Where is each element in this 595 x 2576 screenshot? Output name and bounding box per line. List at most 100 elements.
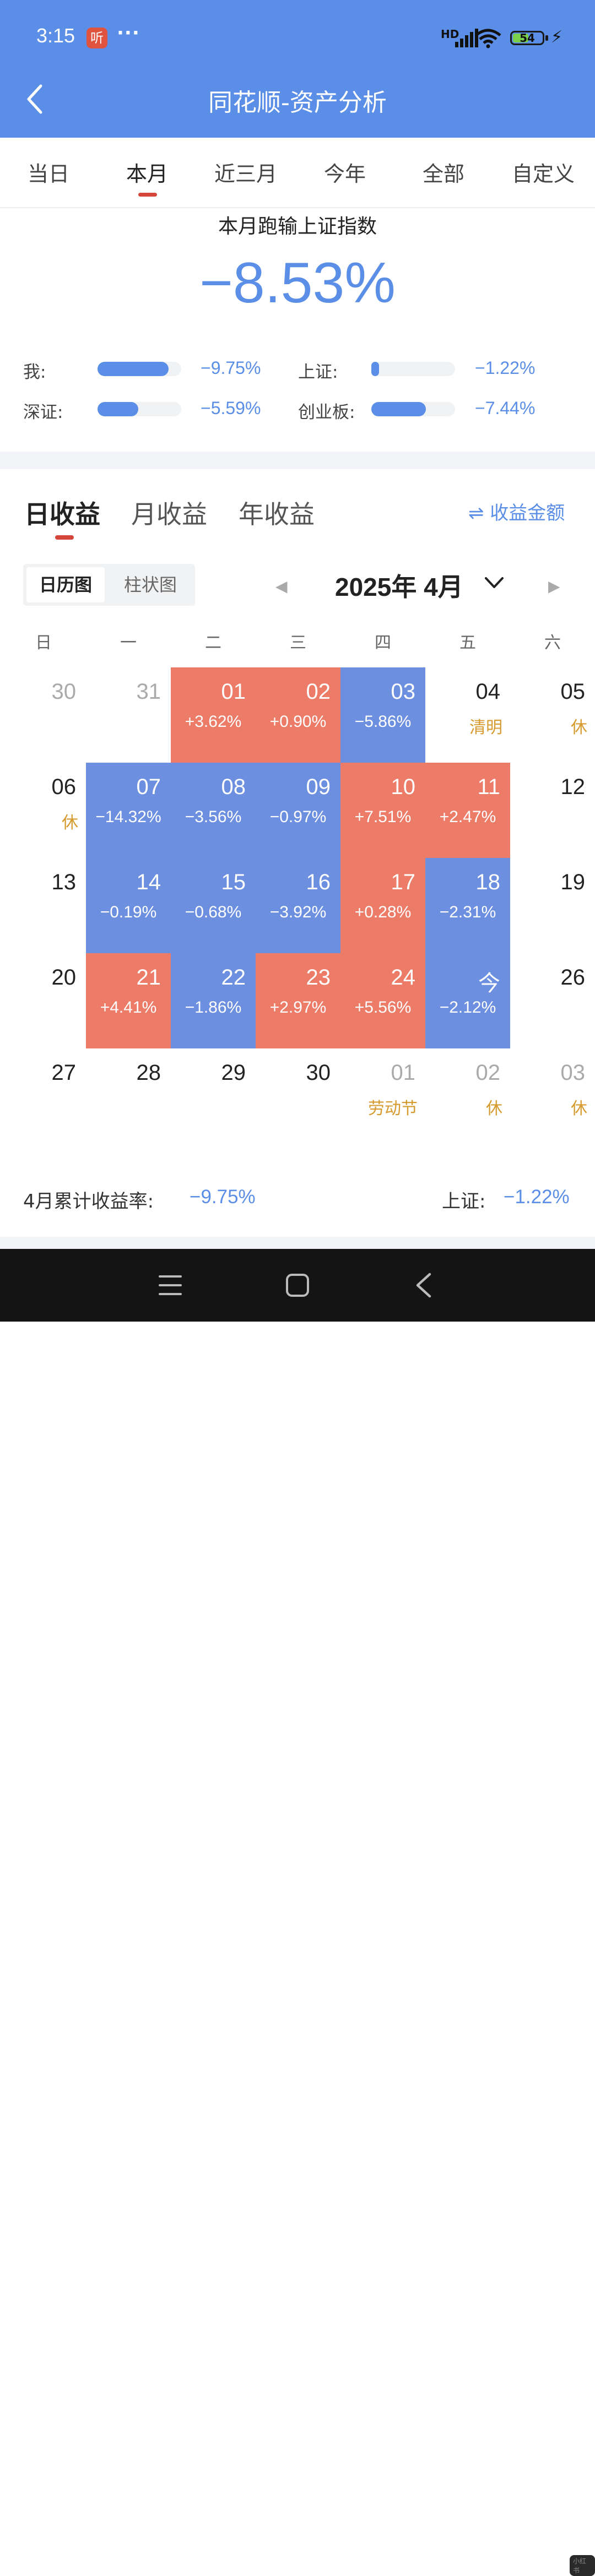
calendar-day-cell[interactable]: 03 −5.86% — [340, 667, 425, 763]
calendar-day-cell[interactable]: 21 +4.41% — [86, 953, 171, 1048]
tab-daily-returns[interactable]: 日收益 — [24, 499, 100, 529]
day-number: 23 — [306, 965, 331, 990]
summary-value: −8.53% — [199, 251, 396, 315]
calendar-day-cell[interactable]: 04 清明 — [425, 667, 510, 763]
back-arrow-icon[interactable] — [24, 83, 46, 116]
cumulative-return-label: 4月累计收益率: — [23, 1191, 154, 1213]
calendar-day-cell[interactable]: 10 +7.51% — [340, 763, 425, 858]
calendar-day-cell[interactable]: 19 — [510, 858, 595, 953]
status-time: 3:15 — [36, 24, 75, 47]
day-return: −0.68% — [185, 903, 242, 921]
calendar-day-cell[interactable]: 01 +3.62% — [171, 667, 256, 763]
calendar-day-cell[interactable]: 14 −0.19% — [86, 858, 171, 953]
chevron-down-icon[interactable] — [484, 575, 505, 591]
day-number: 28 — [136, 1061, 161, 1085]
day-number: 26 — [560, 965, 586, 990]
calendar-day-cell[interactable]: 15 −0.68% — [171, 858, 256, 953]
calendar-day-cell[interactable]: 26 — [510, 953, 595, 1048]
calendar-day-cell[interactable]: 31 — [86, 667, 171, 763]
tab-all[interactable]: 全部 — [423, 162, 465, 186]
calendar-day-cell[interactable]: 13 — [1, 858, 86, 953]
day-return: −0.97% — [269, 808, 327, 826]
return-amount-toggle[interactable]: ⇌ 收益金额 — [468, 502, 565, 524]
app-header: 3:15 听 ··· HD 54 ⚡ 同花顺-资产分析 — [0, 0, 595, 138]
day-return: +0.28% — [354, 903, 412, 921]
day-return: +2.47% — [439, 808, 496, 826]
day-number: 13 — [51, 870, 77, 894]
calendar-day-cell[interactable]: 12 — [510, 763, 595, 858]
day-return: +0.90% — [269, 713, 327, 731]
signal-icon — [455, 29, 478, 47]
calendar-day-cell[interactable]: 16 −3.92% — [256, 858, 340, 953]
day-number: 04 — [475, 680, 501, 704]
home-icon[interactable] — [285, 1273, 310, 1297]
section-separator — [0, 1237, 595, 1249]
tab-yearly-returns[interactable]: 年收益 — [239, 499, 315, 529]
menu-icon[interactable] — [159, 1274, 182, 1296]
calendar-day-cell[interactable]: 05 休 — [510, 667, 595, 763]
day-return: −2.31% — [439, 903, 496, 921]
previous-month-icon[interactable]: ◀ — [275, 577, 288, 595]
day-number: 14 — [136, 870, 161, 894]
calendar-day-cell[interactable]: 09 −0.97% — [256, 763, 340, 858]
tab-this-month[interactable]: 本月 — [126, 162, 169, 186]
day-number: 02 — [475, 1061, 501, 1085]
calendar-day-cell[interactable]: 23 +2.97% — [256, 953, 340, 1048]
compare-label-shanghai: 上证: — [298, 362, 338, 382]
calendar-day-cell[interactable]: 27 — [1, 1048, 86, 1144]
hd-label: HD — [441, 28, 459, 41]
calendar-day-cell[interactable]: 30 — [256, 1048, 340, 1144]
day-number: 19 — [560, 870, 586, 894]
tab-custom[interactable]: 自定义 — [512, 162, 575, 186]
day-return: +3.62% — [185, 713, 242, 731]
calendar-day-cell[interactable]: 今 −2.12% — [425, 953, 510, 1048]
weekday-sun: 日 — [35, 633, 52, 653]
index-return-value: −1.22% — [504, 1186, 570, 1208]
calendar-day-cell[interactable]: 17 +0.28% — [340, 858, 425, 953]
calendar-day-cell[interactable]: 20 — [1, 953, 86, 1048]
holiday-note: 清明 — [469, 718, 502, 737]
compare-value-shenzhen: −5.59% — [201, 398, 261, 418]
calendar-day-cell[interactable]: 02 休 — [425, 1048, 510, 1144]
calendar-day-cell[interactable]: 07 −14.32% — [86, 763, 171, 858]
calendar-day-cell[interactable]: 18 −2.31% — [425, 858, 510, 953]
day-number: 17 — [391, 870, 416, 894]
calendar-day-cell[interactable]: 01 劳动节 — [340, 1048, 425, 1144]
holiday-note: 休 — [486, 1099, 502, 1118]
day-return: −14.32% — [95, 808, 161, 826]
tab-last-three-months[interactable]: 近三月 — [214, 162, 278, 186]
calendar-day-cell[interactable]: 08 −3.56% — [171, 763, 256, 858]
calendar-day-cell[interactable]: 22 −1.86% — [171, 953, 256, 1048]
returns-tab-indicator — [55, 535, 74, 540]
calendar-view-button[interactable]: 日历图 — [26, 567, 105, 602]
day-number: 22 — [221, 965, 246, 990]
calendar-day-cell[interactable]: 28 — [86, 1048, 171, 1144]
calendar-day-cell[interactable]: 02 +0.90% — [256, 667, 340, 763]
day-number: 18 — [475, 870, 501, 894]
calendar-day-cell[interactable]: 30 — [1, 667, 86, 763]
calendar-day-cell[interactable]: 24 +5.56% — [340, 953, 425, 1048]
battery-icon: 54 — [510, 31, 544, 45]
day-number: 02 — [306, 680, 331, 704]
tab-monthly-returns[interactable]: 月收益 — [131, 499, 207, 529]
day-number: 31 — [136, 680, 161, 704]
holiday-note: 休 — [571, 718, 587, 737]
day-return: −3.56% — [185, 808, 242, 826]
day-number: 07 — [136, 775, 161, 799]
back-nav-icon[interactable] — [414, 1272, 433, 1298]
bar-view-button[interactable]: 柱状图 — [123, 574, 177, 595]
calendar-day-cell[interactable]: 11 +2.47% — [425, 763, 510, 858]
day-number: 03 — [391, 680, 416, 704]
next-month-icon[interactable]: ▶ — [548, 577, 560, 595]
calendar-day-cell[interactable]: 29 — [171, 1048, 256, 1144]
holiday-note: 休 — [62, 813, 78, 833]
wifi-icon — [475, 29, 501, 48]
tab-this-year[interactable]: 今年 — [324, 162, 366, 186]
day-return: +4.41% — [100, 998, 157, 1017]
month-label[interactable]: 2025年 4月 — [335, 573, 463, 601]
day-number: 21 — [136, 965, 161, 990]
day-number: 09 — [306, 775, 331, 799]
calendar-day-cell[interactable]: 06 休 — [1, 763, 86, 858]
calendar-day-cell[interactable]: 03 休 — [510, 1048, 595, 1144]
tab-today[interactable]: 当日 — [28, 162, 70, 186]
